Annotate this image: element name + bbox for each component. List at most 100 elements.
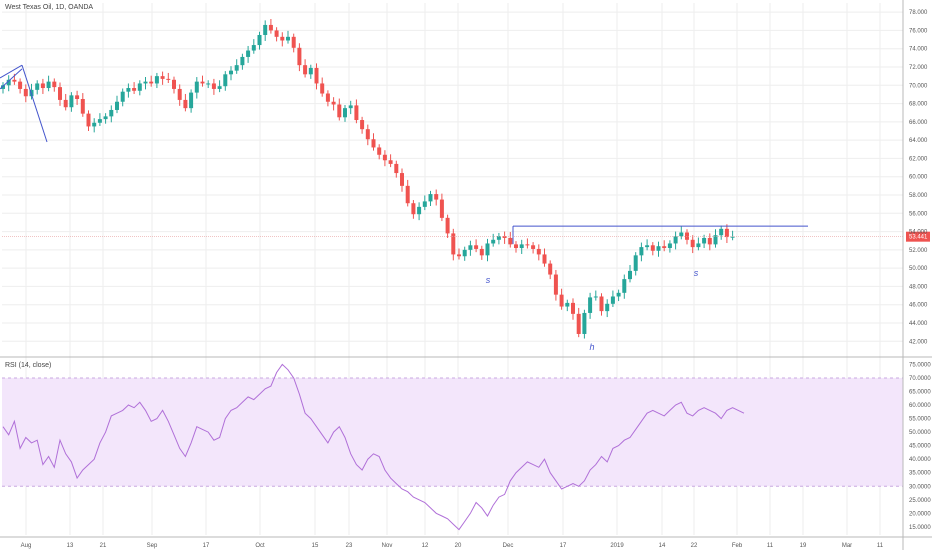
candle-body[interactable] <box>109 109 114 117</box>
candle[interactable] <box>40 78 45 94</box>
candle-body[interactable] <box>673 236 678 244</box>
candle-body[interactable] <box>685 232 689 240</box>
candle[interactable] <box>343 104 347 122</box>
candle[interactable] <box>474 239 479 253</box>
candle[interactable] <box>622 274 627 299</box>
candle[interactable] <box>422 195 427 211</box>
candle[interactable] <box>257 31 262 50</box>
candle-body[interactable] <box>58 87 62 100</box>
candle-body[interactable] <box>166 78 171 80</box>
candle[interactable] <box>115 95 119 114</box>
candle-body[interactable] <box>52 81 57 88</box>
candle-body[interactable] <box>223 74 228 87</box>
candle[interactable] <box>183 93 188 112</box>
candle-body[interactable] <box>132 88 137 91</box>
candle[interactable] <box>679 226 684 240</box>
candle[interactable] <box>137 80 142 96</box>
candle[interactable] <box>92 118 97 133</box>
candle-body[interactable] <box>297 47 302 66</box>
candle[interactable] <box>628 264 632 283</box>
candle-body[interactable] <box>519 244 524 249</box>
candle[interactable] <box>58 82 62 106</box>
candle[interactable] <box>97 113 102 126</box>
trend-line[interactable] <box>21 65 48 143</box>
candle-body[interactable] <box>331 101 336 105</box>
candle-body[interactable] <box>679 232 684 237</box>
candle[interactable] <box>172 76 176 94</box>
candle-body[interactable] <box>724 228 729 238</box>
candle-body[interactable] <box>571 302 575 314</box>
candle[interactable] <box>132 82 137 94</box>
candle-body[interactable] <box>707 237 712 245</box>
candle-body[interactable] <box>610 296 615 304</box>
candle[interactable] <box>462 246 467 261</box>
candle-body[interactable] <box>92 122 97 127</box>
candle[interactable] <box>434 189 439 206</box>
candle-body[interactable] <box>417 206 422 215</box>
candle-body[interactable] <box>137 83 142 91</box>
candle[interactable] <box>508 232 513 248</box>
candle-body[interactable] <box>576 313 581 334</box>
candle-body[interactable] <box>588 297 593 313</box>
candle[interactable] <box>194 77 199 99</box>
candle[interactable] <box>206 80 211 89</box>
candle-body[interactable] <box>451 233 456 255</box>
candle[interactable] <box>229 66 233 81</box>
rsi-axis[interactable]: 75.0000 70.0000 65.0000 60.0000 55.0000 50.00… <box>909 362 931 530</box>
candle[interactable] <box>531 242 536 254</box>
candle[interactable] <box>280 32 285 47</box>
candle[interactable] <box>69 92 74 112</box>
candle[interactable] <box>365 124 370 146</box>
candle[interactable] <box>291 33 296 53</box>
candle[interactable] <box>6 75 11 92</box>
candle-body[interactable] <box>422 201 427 207</box>
candle-body[interactable] <box>240 56 245 66</box>
candle-body[interactable] <box>730 236 735 238</box>
candle-body[interactable] <box>536 248 541 255</box>
candle[interactable] <box>35 80 40 95</box>
candle-body[interactable] <box>479 248 484 256</box>
candle-body[interactable] <box>599 296 604 312</box>
candle[interactable] <box>120 88 125 107</box>
candle[interactable] <box>149 75 154 87</box>
candle[interactable] <box>730 230 735 241</box>
candle-body[interactable] <box>194 81 199 93</box>
candle-body[interactable] <box>491 239 496 244</box>
candle-body[interactable] <box>177 88 182 100</box>
candle-body[interactable] <box>6 79 11 86</box>
candle[interactable] <box>394 160 399 178</box>
candle-body[interactable] <box>542 254 547 264</box>
candle-body[interactable] <box>308 67 313 75</box>
candle-body[interactable] <box>314 67 319 84</box>
candle-body[interactable] <box>348 105 353 109</box>
candle-body[interactable] <box>525 244 530 246</box>
candle[interactable] <box>724 224 729 243</box>
candle-body[interactable] <box>457 254 461 257</box>
candle-body[interactable] <box>434 194 439 200</box>
candle[interactable] <box>491 233 496 247</box>
candle[interactable] <box>303 59 308 78</box>
candle[interactable] <box>457 248 461 260</box>
candle-body[interactable] <box>462 249 467 257</box>
candle[interactable] <box>405 179 410 207</box>
candle[interactable] <box>63 93 68 111</box>
candle[interactable] <box>719 225 724 240</box>
candle[interactable] <box>593 290 598 301</box>
candle[interactable] <box>143 77 148 90</box>
candle[interactable] <box>525 238 530 249</box>
candle[interactable] <box>445 214 450 238</box>
candle[interactable] <box>690 235 695 254</box>
candle[interactable] <box>553 269 558 301</box>
trend-line[interactable] <box>0 68 23 90</box>
candle[interactable] <box>645 239 650 251</box>
symbol-title[interactable]: West Texas Oil, 1D, OANDA <box>5 4 93 11</box>
candle-body[interactable] <box>650 245 655 251</box>
candle[interactable] <box>388 154 393 168</box>
candle[interactable] <box>411 200 416 219</box>
pattern-label[interactable]: h <box>589 342 594 352</box>
candle-body[interactable] <box>559 294 564 307</box>
candle[interactable] <box>268 19 273 34</box>
pattern-label[interactable]: s <box>486 275 491 285</box>
